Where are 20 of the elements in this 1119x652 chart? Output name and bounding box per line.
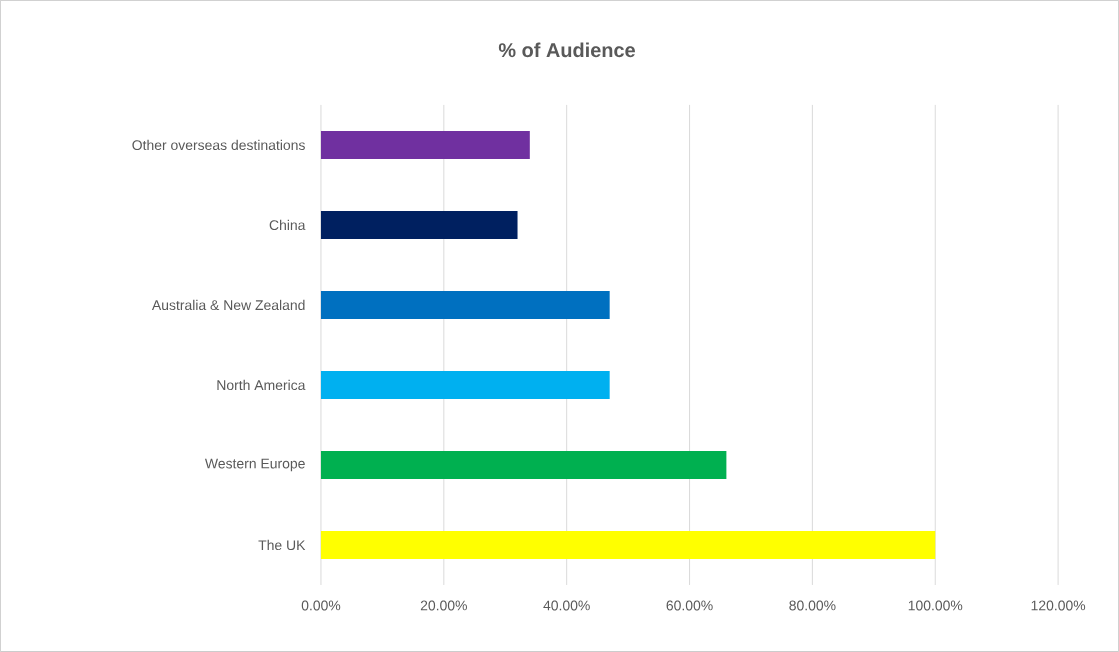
x-tick-label: 80.00% — [789, 600, 836, 611]
x-tick-label: 120.00% — [1031, 600, 1086, 611]
x-tick-label: 0.00% — [301, 600, 341, 611]
bar — [320, 451, 727, 480]
y-tick-label: North America — [217, 379, 306, 391]
x-tick-label: 40.00% — [543, 600, 590, 611]
chart-title: % of Audience — [498, 42, 635, 58]
x-tick-label: 20.00% — [420, 600, 467, 611]
y-tick-label: Other overseas destinations — [132, 139, 305, 151]
y-tick-label: The UK — [258, 539, 306, 551]
y-tick-label: Western Europe — [204, 458, 305, 472]
x-tick-label: 100.00% — [908, 600, 963, 611]
bar — [320, 290, 610, 319]
y-tick-label: Australia & New Zealand — [151, 299, 305, 311]
bar — [320, 371, 610, 400]
bar — [320, 130, 530, 159]
bar — [320, 210, 518, 239]
x-tick-label: 60.00% — [666, 600, 713, 611]
bar — [320, 531, 936, 560]
y-tick-label: China — [269, 219, 306, 231]
